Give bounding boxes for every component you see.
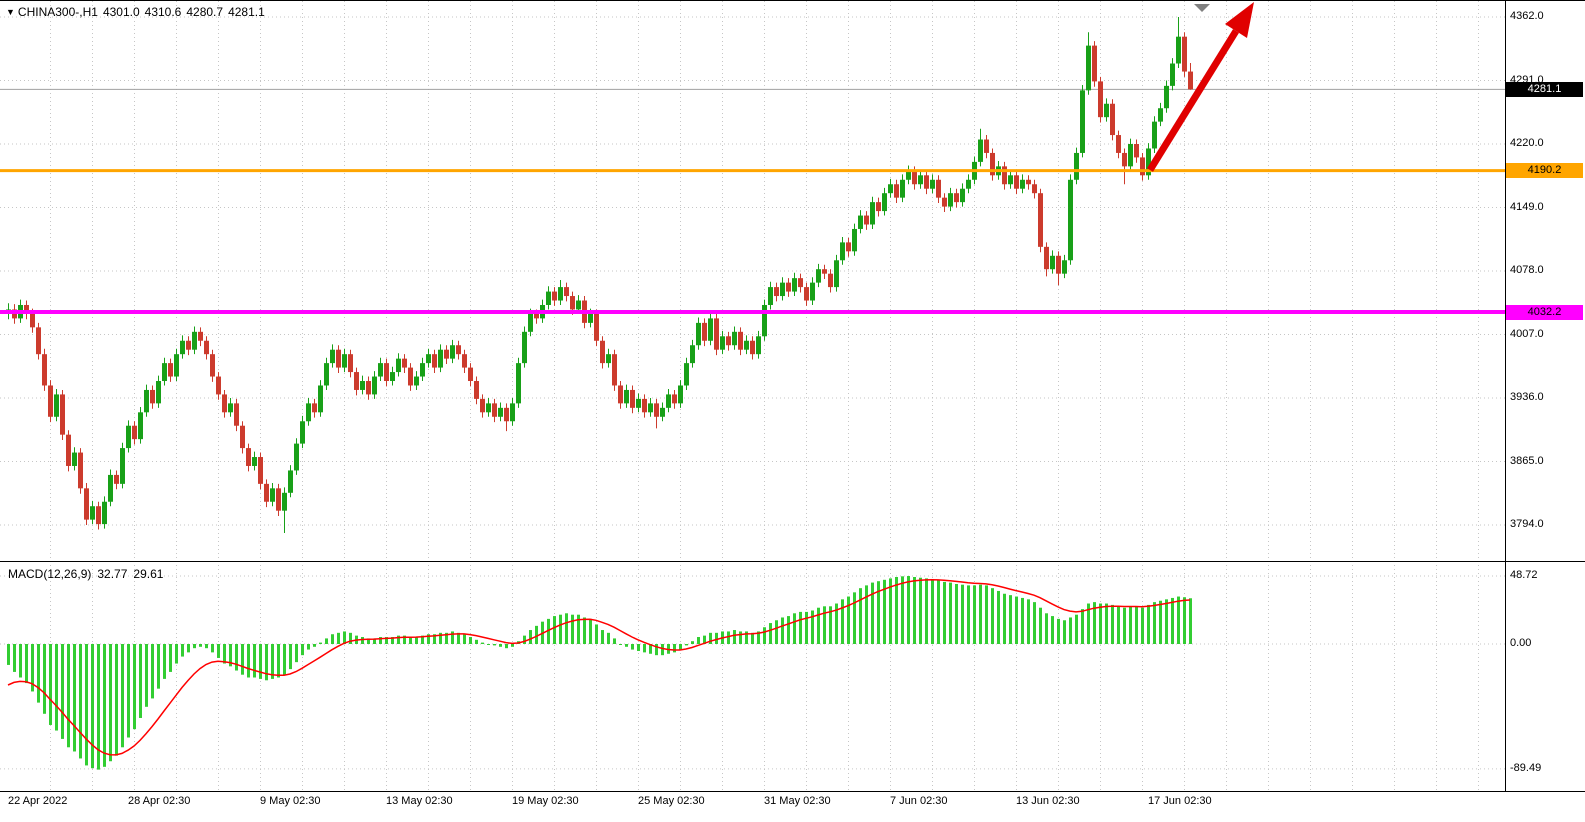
bar-close: 4281.1: [228, 5, 265, 19]
date-axis-label: 19 May 02:30: [512, 795, 579, 807]
symbol-ohlc-header: ▼ CHINA300-,H1 4301.0 4310.6 4280.7 4281.1: [6, 5, 270, 19]
bar-high: 4310.6: [144, 5, 182, 19]
date-axis-label: 31 May 02:30: [764, 795, 831, 807]
price-axis-label: 4220.0: [1510, 137, 1544, 149]
price-axis-label: 3865.0: [1510, 455, 1544, 467]
bar-open: 4301.0: [102, 5, 140, 19]
macd-signal-line: [7, 578, 1191, 756]
date-axis-label: 25 May 02:30: [638, 795, 705, 807]
price-axis-label: 3794.0: [1510, 518, 1544, 530]
macd-current-value: 32.77: [97, 567, 128, 581]
bar-low: 4280.7: [186, 5, 224, 19]
macd-axis-label: -89.49: [1510, 762, 1542, 774]
macd-indicator-label: MACD(12,26,9) 32.77 29.61: [8, 567, 169, 581]
price-axis-label: 4149.0: [1510, 201, 1544, 213]
date-axis-label: 7 Jun 02:30: [890, 795, 948, 807]
date-axis-label: 13 Jun 02:30: [1016, 795, 1080, 807]
macd-signal-value: 29.61: [133, 567, 164, 581]
price-axis-label: 4078.0: [1510, 264, 1544, 276]
macd-axis-label: 48.72: [1510, 569, 1538, 581]
macd-axis-label: 0.00: [1510, 637, 1532, 649]
symbol-dropdown-icon[interactable]: ▼: [6, 7, 15, 17]
resistance-price-tag: 4190.2: [1506, 163, 1583, 178]
date-axis-label: 28 Apr 02:30: [128, 795, 191, 807]
price-axis-label: 3936.0: [1510, 391, 1544, 403]
current-price-tag: 4281.1: [1506, 82, 1583, 97]
symbol-timeframe: CHINA300-,H1: [17, 5, 98, 19]
date-axis-label: 17 Jun 02:30: [1148, 795, 1212, 807]
price-axis-label: 4007.0: [1510, 328, 1544, 340]
candles: [6, 17, 1193, 534]
price-axis-label: 4362.0: [1510, 10, 1544, 22]
date-axis-label: 13 May 02:30: [386, 795, 453, 807]
chart-shift-marker-icon[interactable]: [1194, 4, 1210, 12]
macd-name: MACD(12,26,9): [8, 567, 92, 581]
date-axis-label: 9 May 02:30: [260, 795, 321, 807]
macd-histogram: [7, 576, 1192, 770]
date-axis-label: 22 Apr 2022: [8, 795, 68, 807]
trend-arrow[interactable]: [1147, 2, 1254, 172]
support-price-tag: 4032.2: [1506, 305, 1583, 320]
